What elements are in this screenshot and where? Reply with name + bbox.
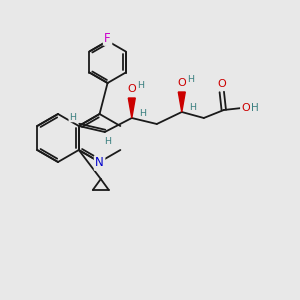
Text: H: H [189, 103, 196, 112]
Text: H: H [187, 76, 194, 85]
Text: O: O [177, 78, 186, 88]
Text: N: N [95, 157, 104, 169]
Polygon shape [128, 98, 135, 118]
Text: O: O [218, 79, 226, 89]
Text: H: H [251, 103, 259, 113]
Text: O: O [128, 84, 136, 94]
Text: H: H [69, 112, 76, 122]
Text: H: H [104, 136, 111, 146]
Text: H: H [139, 109, 146, 118]
Text: F: F [104, 32, 111, 44]
Polygon shape [178, 92, 185, 112]
Text: H: H [137, 82, 144, 91]
Text: O: O [242, 103, 250, 113]
